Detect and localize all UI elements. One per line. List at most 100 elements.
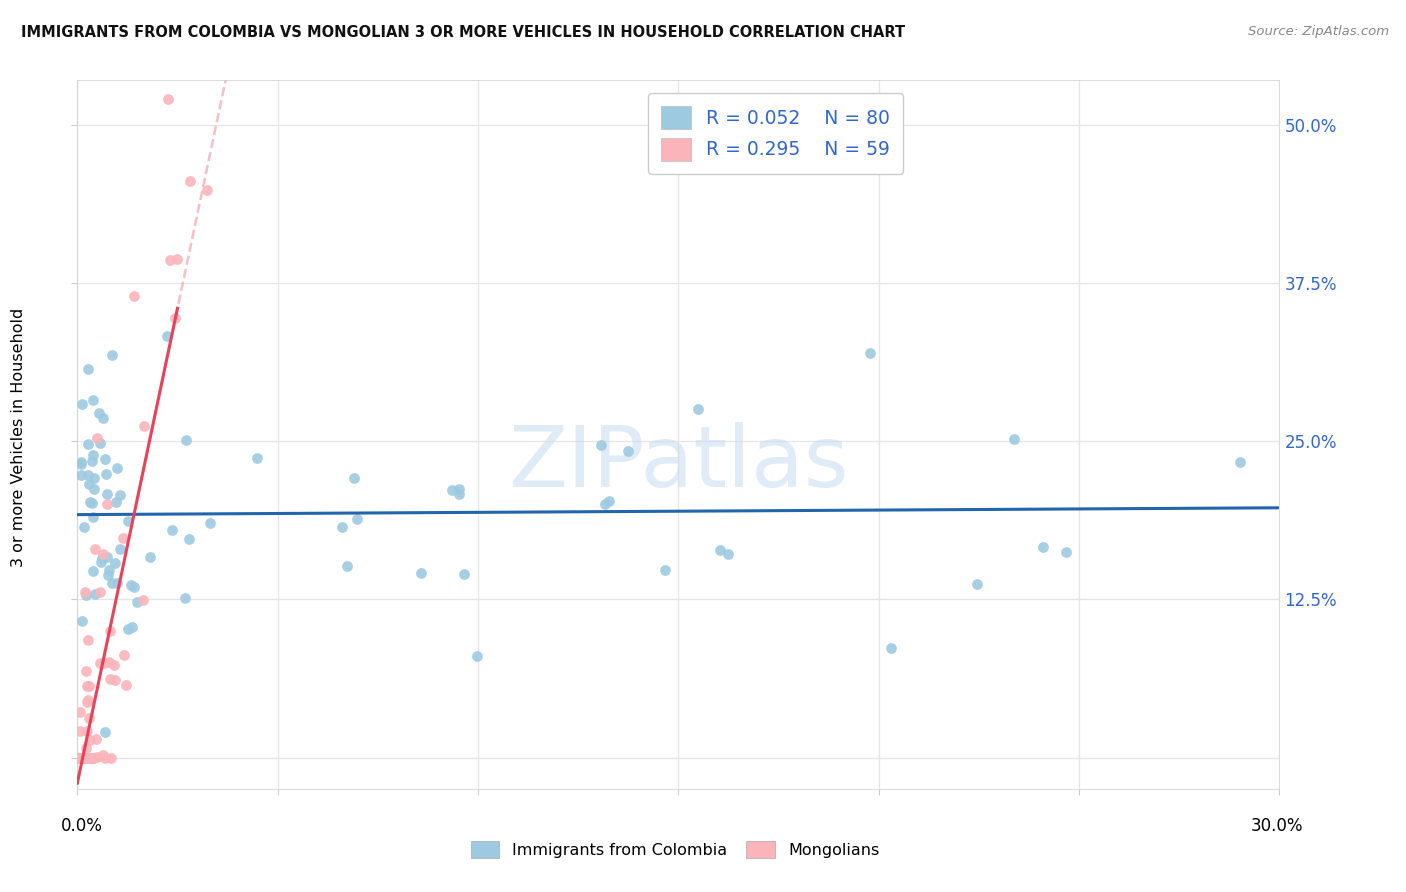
Point bbox=[83, 751, 105, 765]
Point bbox=[94, 725, 117, 739]
Point bbox=[73, 751, 96, 765]
Point bbox=[76, 751, 98, 765]
Point bbox=[173, 591, 195, 606]
Point bbox=[69, 751, 91, 765]
Point bbox=[77, 362, 100, 376]
Point bbox=[105, 461, 128, 475]
Point bbox=[96, 549, 118, 564]
Point bbox=[69, 724, 91, 739]
Point bbox=[966, 577, 988, 591]
Point bbox=[598, 494, 620, 508]
Point bbox=[84, 541, 107, 556]
Point bbox=[93, 547, 115, 561]
Point bbox=[67, 751, 90, 765]
Point bbox=[79, 495, 101, 509]
Point bbox=[94, 751, 117, 765]
Point bbox=[114, 678, 136, 692]
Point bbox=[134, 419, 156, 434]
Point bbox=[198, 516, 221, 530]
Point bbox=[440, 483, 463, 497]
Point bbox=[453, 567, 475, 582]
Point bbox=[86, 431, 108, 445]
Point bbox=[70, 751, 93, 765]
Point bbox=[79, 476, 101, 491]
Point bbox=[686, 401, 709, 416]
Point bbox=[105, 576, 128, 591]
Point bbox=[77, 679, 100, 693]
Point bbox=[77, 693, 100, 707]
Point bbox=[90, 555, 112, 569]
Point bbox=[1032, 540, 1054, 554]
Point bbox=[160, 523, 183, 537]
Point bbox=[104, 495, 127, 509]
Point bbox=[122, 581, 145, 595]
Point bbox=[70, 397, 93, 411]
Point bbox=[76, 723, 98, 738]
Point bbox=[77, 467, 100, 482]
Point bbox=[97, 567, 120, 582]
Point bbox=[346, 512, 368, 526]
Point bbox=[112, 648, 135, 662]
Point bbox=[96, 497, 118, 511]
Point bbox=[197, 183, 219, 197]
Point bbox=[122, 289, 145, 303]
Point bbox=[96, 487, 118, 501]
Point bbox=[100, 348, 122, 362]
Point bbox=[108, 541, 131, 556]
Point bbox=[82, 392, 104, 407]
Point bbox=[117, 622, 139, 636]
Point bbox=[80, 495, 103, 509]
Point bbox=[82, 454, 104, 468]
Point bbox=[98, 563, 121, 577]
Point bbox=[70, 455, 93, 469]
Point bbox=[110, 488, 132, 502]
Point bbox=[82, 448, 104, 462]
Point bbox=[330, 520, 353, 534]
Legend: Immigrants from Colombia, Mongolians: Immigrants from Colombia, Mongolians bbox=[464, 835, 886, 864]
Point bbox=[70, 751, 93, 765]
Point bbox=[104, 673, 127, 687]
Point bbox=[120, 578, 142, 592]
Point bbox=[69, 706, 91, 720]
Text: 0.0%: 0.0% bbox=[60, 817, 103, 835]
Point bbox=[87, 406, 110, 420]
Point bbox=[69, 751, 91, 765]
Point bbox=[86, 731, 108, 746]
Point bbox=[157, 92, 180, 106]
Point bbox=[447, 482, 470, 496]
Text: IMMIGRANTS FROM COLOMBIA VS MONGOLIAN 3 OR MORE VEHICLES IN HOUSEHOLD CORRELATIO: IMMIGRANTS FROM COLOMBIA VS MONGOLIAN 3 … bbox=[21, 25, 905, 40]
Point bbox=[465, 648, 488, 663]
Point bbox=[70, 614, 93, 628]
Point bbox=[593, 497, 616, 511]
Point bbox=[75, 585, 97, 599]
Point bbox=[77, 437, 100, 451]
Point bbox=[449, 487, 471, 501]
Point bbox=[80, 751, 103, 765]
Point bbox=[70, 457, 93, 471]
Point bbox=[179, 532, 201, 546]
Text: ZIPatlas: ZIPatlas bbox=[508, 422, 849, 505]
Point bbox=[117, 514, 139, 528]
Point bbox=[70, 467, 93, 482]
Point bbox=[97, 656, 120, 670]
Point bbox=[76, 695, 98, 709]
Point bbox=[93, 747, 115, 762]
Point bbox=[73, 751, 96, 765]
Point bbox=[121, 620, 143, 634]
Point bbox=[132, 593, 155, 607]
Point bbox=[70, 751, 93, 765]
Point bbox=[89, 585, 111, 599]
Point bbox=[101, 576, 124, 591]
Text: 3 or more Vehicles in Household: 3 or more Vehicles in Household bbox=[11, 308, 25, 566]
Point bbox=[69, 751, 91, 765]
Point bbox=[91, 551, 114, 566]
Point bbox=[75, 588, 97, 602]
Point bbox=[179, 174, 201, 188]
Point bbox=[176, 433, 198, 447]
Point bbox=[94, 451, 117, 466]
Point bbox=[159, 252, 181, 267]
Point bbox=[709, 543, 731, 558]
Point bbox=[75, 740, 97, 755]
Text: 30.0%: 30.0% bbox=[1250, 817, 1303, 835]
Point bbox=[163, 310, 186, 325]
